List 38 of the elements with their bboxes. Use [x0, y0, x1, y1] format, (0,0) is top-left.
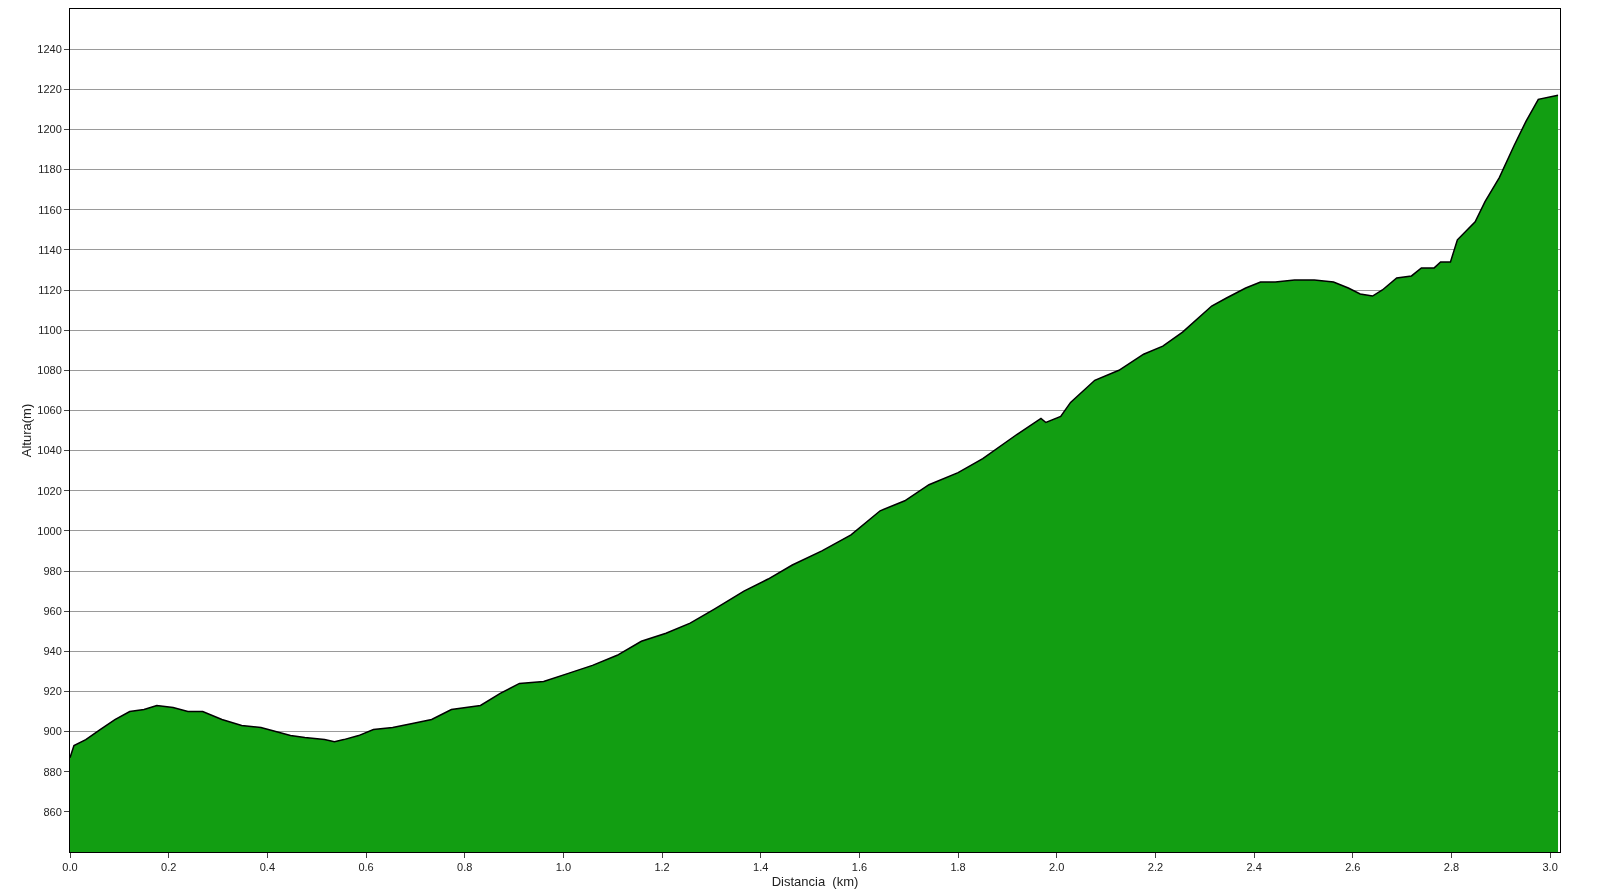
x-tick-label: 2.6 [1345, 861, 1361, 874]
y-tick-label: 960 [43, 604, 62, 617]
y-tick-label: 880 [43, 765, 62, 778]
y-tick-label: 980 [43, 564, 62, 577]
y-axis-title: Altura(m) [19, 403, 35, 458]
x-tick-label: 0.8 [457, 861, 473, 874]
y-tick-label: 1100 [38, 323, 62, 336]
x-tick-label: 0.0 [62, 861, 78, 874]
x-tick-label: 0.4 [259, 861, 275, 874]
y-tick-label: 1040 [37, 444, 62, 457]
y-tick-label: 900 [43, 725, 62, 738]
x-tick-label: 1.0 [555, 861, 572, 874]
y-tick-label: 1060 [37, 404, 62, 417]
y-tick-label: 860 [43, 805, 62, 818]
x-tick-label: 2.0 [1049, 861, 1065, 874]
y-tick-label: 1020 [37, 484, 62, 497]
y-tick-label: 940 [43, 645, 62, 658]
x-tick-label: 1.4 [753, 861, 769, 874]
x-tick-label: 3.0 [1542, 861, 1558, 874]
x-tick-label: 2.2 [1147, 861, 1164, 874]
x-tick-label: 2.4 [1246, 861, 1262, 874]
x-tick-label: 0.2 [161, 861, 177, 874]
x-tick-label: 1.6 [851, 861, 868, 874]
x-tick-label: 1.8 [950, 861, 966, 874]
x-axis-title: Distancia (km) [771, 873, 859, 889]
y-tick-label: 1120 [38, 283, 62, 296]
y-tick-label: 1220 [37, 83, 62, 96]
y-tick-label: 1140 [38, 243, 62, 256]
y-tick-label: 1180 [38, 163, 62, 176]
x-tick-label: 2.8 [1443, 861, 1460, 874]
x-tick-label: 0.6 [358, 861, 374, 874]
y-tick-label: 920 [43, 685, 62, 698]
y-tick-label: 1000 [37, 524, 62, 537]
y-tick-label: 1080 [37, 364, 62, 377]
y-tick-label: 1160 [38, 203, 62, 216]
y-tick-label: 1240 [37, 42, 62, 55]
y-tick-label: 1200 [37, 123, 62, 136]
x-tick-label: 1.2 [654, 861, 670, 874]
